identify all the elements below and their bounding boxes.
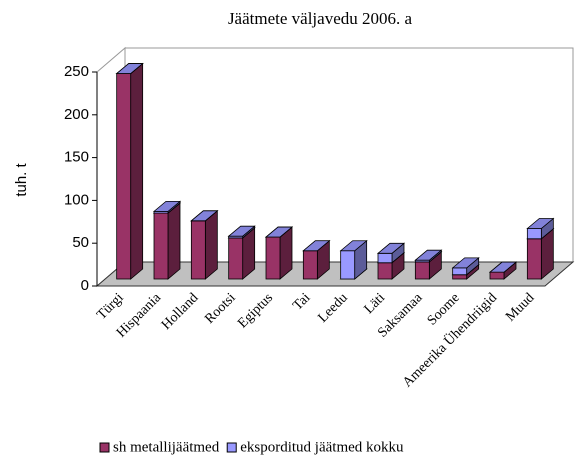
bar [526, 228, 542, 240]
bar-top [115, 63, 144, 74]
legend-swatch [99, 442, 110, 453]
bar [489, 271, 505, 280]
bar [302, 250, 318, 280]
bar [377, 252, 393, 264]
bar-top [152, 200, 182, 212]
bar [340, 250, 356, 280]
y-tick-label: 100 [64, 191, 89, 208]
bar [452, 274, 468, 280]
bar [153, 212, 169, 280]
bar-top [264, 226, 294, 238]
bar-top [227, 225, 256, 237]
chart-title: Jäätmete väljavedu 2006. a [228, 9, 413, 28]
x-tick-label: Rootsi [202, 290, 239, 327]
x-tick-label: Muud [503, 290, 537, 324]
legend-label: sh metallijäätmed [113, 439, 220, 455]
bar [265, 236, 281, 280]
x-tick-label: Leedu [315, 290, 350, 325]
bar-top [190, 210, 219, 222]
bar-top [339, 240, 368, 252]
y-tick-label: 0 [81, 277, 89, 294]
bar [228, 237, 244, 280]
bar-side [130, 62, 144, 280]
bar-top [302, 240, 331, 252]
x-tick-label: Holland [159, 290, 202, 333]
bar [526, 238, 542, 280]
bar-top [414, 249, 443, 261]
bar [190, 220, 206, 280]
x-tick-label: Türgi [94, 290, 126, 322]
legend-swatch [226, 442, 237, 453]
y-tick-label: 200 [64, 106, 89, 123]
x-tick-label: Läti [362, 290, 389, 317]
bar [414, 261, 430, 280]
bar-top [526, 218, 555, 229]
bar-top [488, 261, 518, 273]
bar-side [204, 209, 218, 280]
x-tick-label: Tai [290, 290, 313, 313]
bar-side [167, 202, 181, 280]
y-tick-label: 250 [64, 63, 89, 80]
bar [116, 73, 132, 280]
legend-label: eksporditud jäätmed kokku [240, 439, 404, 455]
y-axis-label: tuh. t [13, 162, 30, 196]
bar [377, 262, 393, 280]
y-tick-label: 50 [72, 234, 89, 251]
bar-top [376, 242, 406, 254]
bar-top [451, 257, 480, 269]
bar [452, 267, 468, 276]
y-tick-label: 150 [64, 149, 89, 166]
x-tick-label: Egiptus [235, 290, 276, 331]
